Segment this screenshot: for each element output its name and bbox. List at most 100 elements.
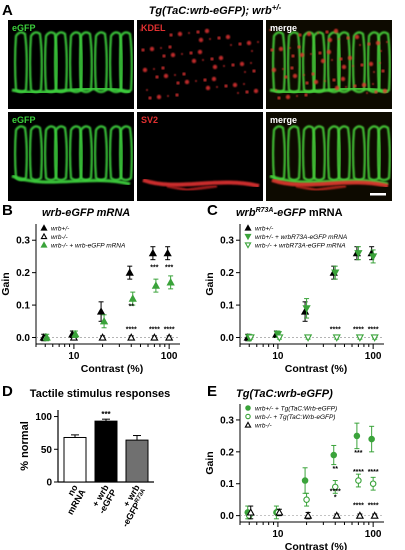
legend-entry: wrb-/- + wrbR73A-eGFP mRNA (255, 243, 346, 250)
series-2 (41, 333, 174, 341)
significance-label: **** (353, 469, 364, 476)
bar (94, 420, 118, 483)
significance-label: * (334, 495, 337, 502)
y-tick-label: 0.0 (220, 333, 234, 344)
data-point (245, 413, 251, 420)
legend-entry: wrb+/- (51, 226, 70, 233)
data-point (71, 329, 80, 338)
data-point (165, 333, 174, 341)
data-point (370, 334, 379, 342)
y-tick-label: 100 (35, 412, 52, 423)
micrograph-5: SV2 (137, 112, 263, 201)
micrograph-label: KDEL (141, 23, 166, 33)
data-point (354, 250, 363, 258)
panel-d: D Tactile stimulus responses 0 50 100 % nor… (2, 383, 170, 529)
micrograph-signal (142, 178, 260, 192)
micrograph-label: merge (270, 23, 297, 33)
data-point (368, 435, 375, 443)
legend: wrb+/-wrb+/- + wrbR73A-eGFP mRNA wrb-/- +… (244, 224, 347, 250)
significance-label: *** (150, 264, 158, 271)
panel-d-letter: D (2, 383, 13, 400)
micrograph-label: eGFP (12, 23, 36, 33)
data-point (275, 334, 284, 342)
panel-d-title: Tactile stimulus responses (30, 388, 170, 400)
data-point (244, 242, 252, 249)
data-point (246, 334, 255, 342)
y-tick-label: 0.2 (220, 447, 234, 458)
x-tick-label: 100 (161, 351, 178, 362)
significance-label: **** (330, 327, 341, 334)
y-tick-label: 0.3 (16, 236, 30, 247)
y-tick-label: 50 (41, 445, 53, 456)
micrograph-label: eGFP (12, 115, 36, 125)
micrograph-signal (140, 28, 259, 100)
data-point (166, 278, 175, 286)
x-axis-label: Contrast (%) (285, 541, 347, 550)
data-point (332, 511, 341, 519)
y-tick-label: 0.0 (16, 333, 30, 344)
bar-label: nomRNA (57, 483, 87, 517)
micrograph-1: eGFP (8, 20, 134, 109)
series-3 (42, 275, 175, 342)
bar-label: + wrb-eGFP (89, 483, 119, 516)
series-3 (246, 334, 379, 342)
x-tick-label: 10 (68, 351, 80, 362)
significance-label: **** (353, 503, 364, 510)
data-point (148, 248, 158, 257)
series-2 (245, 473, 377, 520)
micrograph-signal (266, 20, 392, 109)
y-tick-label: 0.1 (220, 479, 234, 490)
panel-e-letter: E (207, 383, 217, 400)
y-tick-label: 0.3 (220, 415, 234, 426)
y-axis-label: Gain (204, 272, 216, 295)
micrograph-grid: eGFP KDEL merge eGFP SV2 merge (8, 20, 392, 201)
data-point (331, 269, 340, 277)
panel-a-title: Tg(TaC:wrb-eGFP); wrb+/- (149, 3, 282, 17)
y-tick-label: 0.2 (16, 268, 30, 279)
y-axis-label: Gain (204, 451, 216, 474)
micrograph-4: eGFP (8, 112, 134, 201)
significance-label: **** (164, 327, 175, 334)
data-point (331, 483, 339, 491)
micrograph-signal (11, 31, 133, 94)
y-tick-label: 0.1 (16, 301, 30, 312)
bar (63, 436, 87, 483)
data-point (369, 480, 377, 487)
y-tick-label: 0.0 (220, 511, 234, 522)
data-point (245, 405, 251, 411)
data-point (353, 432, 361, 440)
panel-c-chart: 0.0 0.1 0.2 0.3 10 100 Contrast (%) Gain **** ***… (204, 224, 384, 375)
data-point (244, 224, 252, 231)
scale-bar (370, 193, 386, 196)
legend-entry: wrb+/- + wrbR73A-eGFP mRNA (255, 234, 347, 241)
y-tick-label: 0.2 (220, 268, 234, 279)
data-point (244, 233, 252, 241)
panel-e: E Tg(TaC:wrb-eGFP) 0.0 0.1 0.2 0.3 10 100 Cont… (204, 383, 384, 550)
x-tick-label: 100 (365, 351, 382, 362)
significance-label: *** (101, 410, 111, 419)
data-point (40, 224, 48, 231)
data-point (246, 508, 255, 516)
micrograph-label: merge (270, 115, 297, 125)
significance-label: *** (165, 264, 173, 271)
data-point (369, 253, 378, 261)
data-point (330, 451, 338, 459)
panel-c: C wrbR73A-eGFP mRNA 0.0 0.1 0.2 0.3 10 100 Con… (204, 202, 384, 375)
data-point (303, 511, 313, 519)
data-point (275, 508, 284, 516)
x-axis-label: Contrast (%) (81, 363, 143, 375)
data-point (128, 294, 137, 302)
data-point (150, 333, 159, 341)
data-point (42, 333, 51, 341)
data-point (355, 477, 362, 484)
significance-label: **** (149, 327, 160, 334)
legend: wrb+/-wrb-/- wrb-/- + wrb-eGFP mRNA (40, 224, 125, 250)
y-tick-label: 0.3 (220, 236, 234, 247)
panel-d-chart: 0 50 100 % normal nomRNA *** + wrb-eGFP + wrb-e… (19, 410, 154, 529)
micrograph-6: merge (266, 112, 392, 201)
y-axis-label: Gain (0, 272, 12, 295)
panel-c-letter: C (207, 202, 218, 219)
data-point (244, 421, 252, 428)
significance-label: **** (368, 327, 379, 334)
